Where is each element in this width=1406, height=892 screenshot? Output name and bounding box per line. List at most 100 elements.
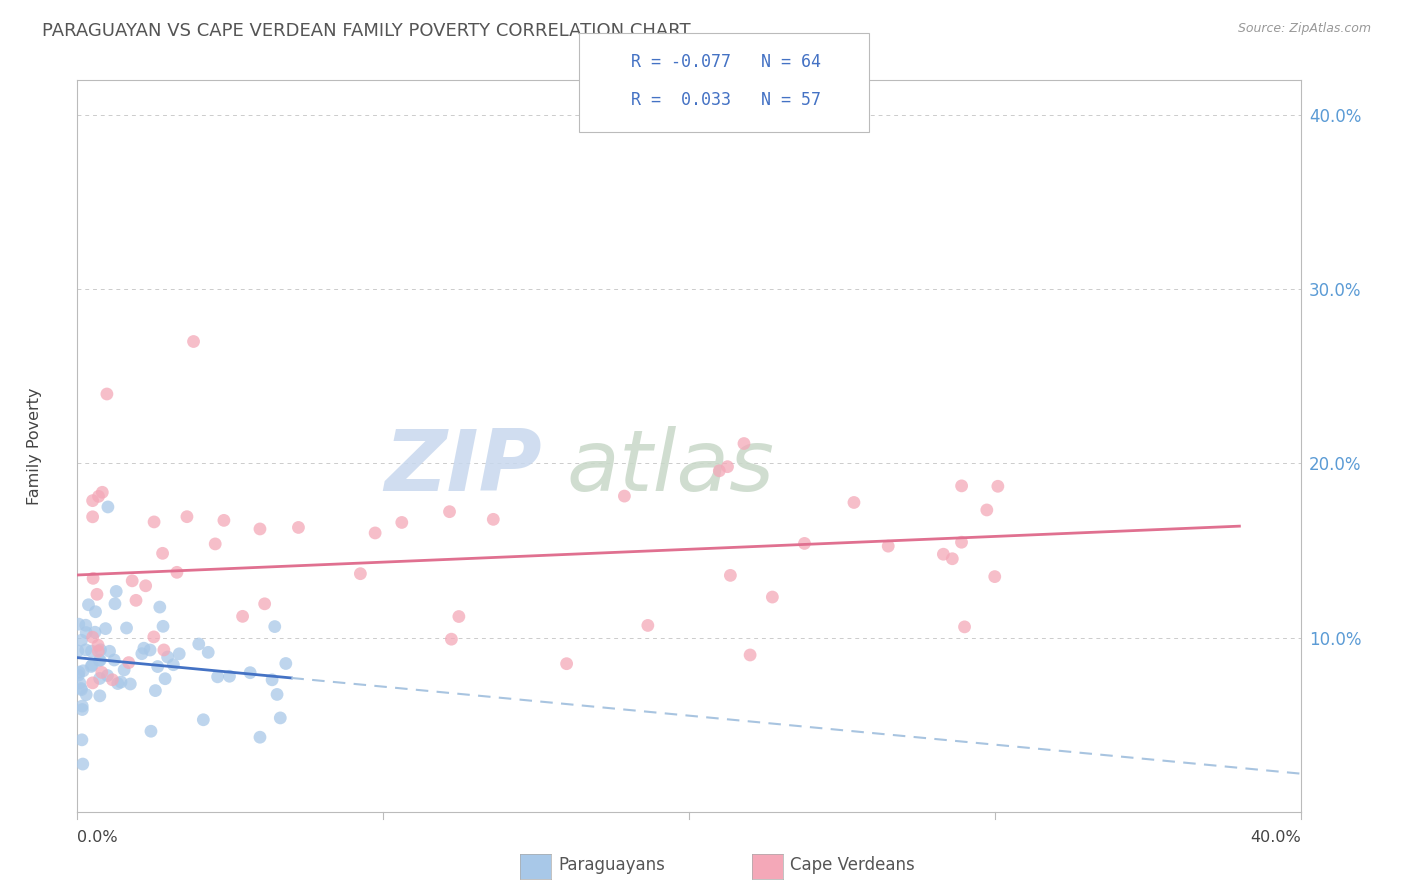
Point (96, 668, 118, 682)
Point (82, 571, 104, 585)
Point (131, 647, 153, 661)
Text: PARAGUAYAN VS CAPE VERDEAN FAMILY POVERTY CORRELATION CHART: PARAGUAYAN VS CAPE VERDEAN FAMILY POVERT… (42, 22, 690, 40)
Point (987, 479, 1010, 493)
Point (110, 675, 132, 690)
Point (75, 625, 97, 640)
Point (90, 665, 112, 680)
Point (287, 520, 309, 534)
Point (950, 479, 973, 493)
Point (613, 489, 636, 503)
Point (482, 512, 505, 526)
Point (143, 515, 166, 529)
Point (66, 644, 89, 658)
Point (197, 645, 219, 659)
Point (232, 609, 254, 624)
Point (349, 566, 371, 581)
Text: Cape Verdeans: Cape Verdeans (790, 856, 915, 874)
Point (166, 566, 188, 580)
Point (391, 516, 413, 530)
Point (183, 334, 205, 349)
Point (274, 657, 297, 671)
Point (82, 658, 104, 673)
Point (167, 647, 190, 661)
Point (87, 638, 110, 652)
Point (733, 436, 755, 450)
Point (112, 663, 135, 677)
Point (97, 500, 120, 514)
Point (218, 669, 240, 683)
Text: 40.0%: 40.0% (1250, 830, 1301, 845)
Point (984, 569, 1007, 583)
Point (152, 619, 174, 633)
Point (89, 653, 111, 667)
Point (207, 670, 229, 684)
Point (263, 619, 285, 633)
Point (75, 618, 97, 632)
Point (950, 535, 973, 549)
Point (75, 643, 97, 657)
Point (72, 702, 94, 716)
Point (87, 489, 110, 503)
Point (89, 689, 111, 703)
Point (212, 513, 235, 527)
Point (266, 688, 288, 702)
Point (249, 730, 271, 744)
Point (953, 620, 976, 634)
Point (70, 681, 93, 696)
Point (80, 659, 103, 673)
Point (941, 551, 963, 566)
Point (82, 493, 104, 508)
Text: Paraguayans: Paraguayans (558, 856, 665, 874)
Point (709, 464, 731, 478)
Point (877, 539, 900, 553)
Point (145, 683, 167, 698)
Point (82, 509, 104, 524)
Point (152, 546, 174, 560)
Point (156, 650, 179, 665)
Point (70, 682, 93, 697)
Point (440, 632, 463, 647)
Point (94, 622, 117, 636)
Text: atlas: atlas (567, 426, 775, 509)
Point (555, 657, 578, 671)
Point (89, 653, 111, 667)
Point (115, 621, 138, 635)
Point (120, 677, 142, 691)
Point (842, 495, 865, 509)
Point (98, 644, 121, 658)
Point (637, 618, 659, 632)
Point (176, 509, 198, 524)
Point (104, 597, 127, 611)
Point (146, 659, 169, 673)
Point (84, 625, 107, 640)
Text: Source: ZipAtlas.com: Source: ZipAtlas.com (1237, 22, 1371, 36)
Point (89, 672, 111, 686)
Point (139, 643, 162, 657)
Point (69, 676, 91, 690)
Point (96, 387, 118, 401)
Point (101, 673, 124, 687)
Point (793, 536, 815, 550)
Point (67, 617, 90, 632)
Point (761, 590, 783, 604)
Point (162, 657, 184, 672)
Point (932, 547, 955, 561)
Point (204, 537, 226, 551)
Point (139, 724, 162, 739)
Point (77, 598, 100, 612)
Point (153, 672, 176, 686)
Point (91, 485, 114, 500)
Point (67, 665, 90, 679)
Point (70, 699, 93, 714)
Point (269, 711, 291, 725)
Point (718, 568, 741, 582)
Point (239, 665, 262, 680)
Point (716, 459, 738, 474)
Point (82, 676, 104, 690)
Point (187, 637, 209, 651)
Text: R = -0.077   N = 64: R = -0.077 N = 64 (631, 54, 821, 71)
Point (86, 587, 108, 601)
Point (193, 713, 215, 727)
Point (118, 656, 141, 670)
Point (976, 503, 998, 517)
